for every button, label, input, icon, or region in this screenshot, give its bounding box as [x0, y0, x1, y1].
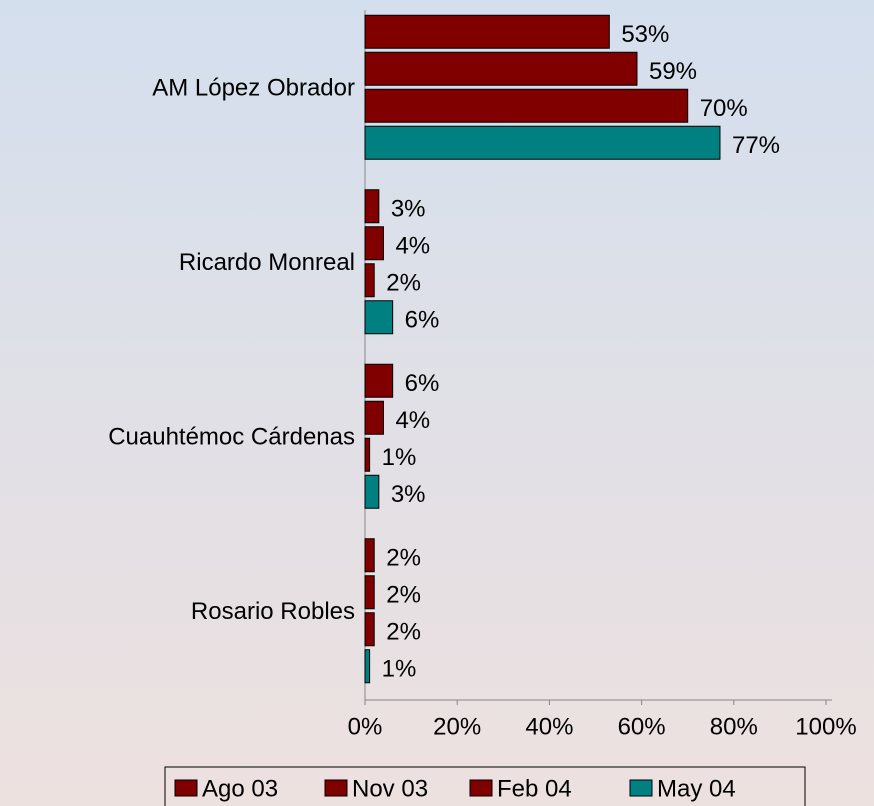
x-tick-label: 100% — [795, 713, 856, 740]
value-label: 6% — [405, 307, 440, 334]
y-tick-label: Rosario Robles — [191, 598, 355, 625]
value-label: 2% — [386, 270, 421, 297]
bar — [364, 649, 371, 684]
legend — [164, 766, 806, 806]
x-tick-label: 60% — [618, 713, 666, 740]
bar — [364, 226, 384, 261]
bar — [364, 88, 689, 123]
value-label: 3% — [391, 196, 426, 223]
bar — [364, 474, 380, 509]
bar — [364, 437, 371, 472]
bar — [364, 400, 384, 435]
value-label: 2% — [386, 619, 421, 646]
bar — [364, 51, 638, 86]
legend-swatch — [324, 779, 348, 797]
x-tick-label: 20% — [433, 713, 481, 740]
x-tick-label: 0% — [348, 713, 383, 740]
legend-label: May 04 — [657, 775, 736, 802]
legend-swatch — [174, 779, 198, 797]
value-label: 59% — [649, 58, 697, 85]
y-tick-label: Ricardo Monreal — [179, 249, 355, 276]
value-label: 1% — [382, 656, 417, 683]
bar — [364, 538, 375, 573]
value-label: 4% — [395, 233, 430, 260]
legend-swatch — [629, 779, 653, 797]
bar — [364, 14, 610, 49]
bar — [364, 189, 380, 224]
bar — [364, 575, 375, 610]
bar — [364, 363, 394, 398]
bar — [364, 263, 375, 298]
value-label: 2% — [386, 545, 421, 572]
bar — [364, 125, 721, 160]
value-label: 70% — [700, 95, 748, 122]
legend-swatch — [469, 779, 493, 797]
bar — [364, 300, 394, 335]
x-tick-label: 80% — [710, 713, 758, 740]
value-label: 77% — [732, 132, 780, 159]
bar — [364, 612, 375, 647]
value-label: 4% — [395, 407, 430, 434]
legend-label: Ago 03 — [202, 775, 278, 802]
legend-label: Feb 04 — [497, 775, 572, 802]
value-label: 2% — [386, 582, 421, 609]
legend-label: Nov 03 — [352, 775, 428, 802]
value-label: 6% — [405, 370, 440, 397]
value-label: 53% — [621, 21, 669, 48]
y-tick-label: Cuauhtémoc Cárdenas — [108, 424, 355, 451]
value-label: 1% — [382, 444, 417, 471]
value-label: 3% — [391, 481, 426, 508]
x-tick-label: 40% — [525, 713, 573, 740]
y-tick-label: AM López Obrador — [152, 75, 355, 102]
